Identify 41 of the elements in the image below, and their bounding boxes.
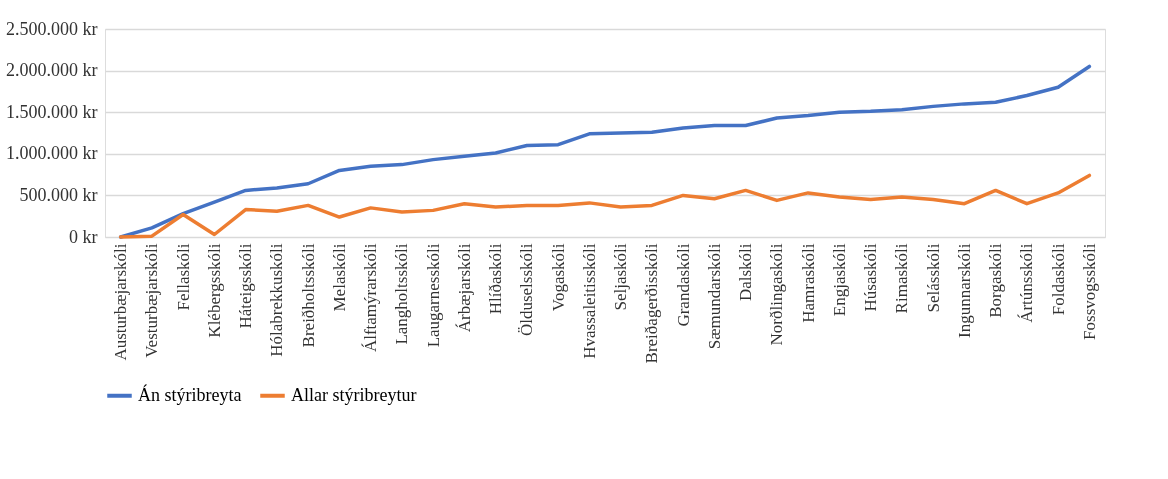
x-tick-label: Breiðagerðisskóli — [642, 243, 662, 364]
x-tick-label: Sæmundarskóli — [704, 243, 724, 350]
x-tick-label: Breiðholtsskóli — [298, 243, 318, 348]
x-tick-label: Rimaskóli — [892, 243, 912, 314]
x-tick-label: Húsaskóli — [861, 243, 881, 312]
y-tick-label: 1.500.000 kr — [6, 101, 98, 122]
legend-label: Allar stýribreytur — [291, 384, 417, 405]
x-tick-label: Klébergsskóli — [204, 243, 224, 338]
x-tick-label: Háteigsskóli — [236, 243, 256, 329]
x-tick-label: Norðlingaskóli — [767, 243, 787, 346]
x-tick-label: Dalskóli — [736, 243, 756, 302]
x-tick-label: Vogaskóli — [548, 243, 568, 312]
x-tick-label: Seljaskóli — [611, 243, 631, 311]
x-tick-label: Laugarnesskóli — [423, 243, 443, 348]
x-tick-label: Fossvogsskóli — [1079, 243, 1099, 340]
x-tick-label: Engjaskóli — [829, 243, 849, 317]
x-tick-label: Vesturbæjarskóli — [142, 243, 162, 358]
x-tick-label: Hamraskóli — [798, 243, 818, 323]
y-tick-label: 0 kr — [69, 226, 98, 247]
x-tick-label: Selásskóli — [923, 243, 943, 313]
legend-label: Án stýribreyta — [138, 383, 242, 405]
x-tick-label: Hvassaleitisskóli — [579, 243, 599, 359]
y-tick-label: 2.500.000 kr — [6, 18, 98, 39]
x-tick-label: Álftamýrarskóli — [361, 243, 381, 353]
x-tick-label: Árbæjarskóli — [454, 243, 474, 333]
x-tick-label: Grandaskóli — [673, 243, 693, 327]
x-tick-label: Langholtsskóli — [392, 243, 412, 345]
x-tick-label: Ingunnarskóli — [954, 243, 974, 338]
x-tick-label: Austurbæjarskóli — [111, 243, 131, 361]
y-tick-label: 1.000.000 kr — [6, 143, 98, 164]
line-series — [118, 173, 1092, 239]
x-tick-label: Ártúnsskóli — [1017, 243, 1037, 323]
x-tick-label: Hólabrekkuskóli — [267, 243, 287, 357]
x-tick-label: Ölduselsskóli — [517, 243, 537, 337]
x-tick-label: Borgaskóli — [986, 243, 1006, 318]
x-tick-label: Hlíðaskóli — [486, 243, 506, 315]
x-tick-label: Melaskóli — [329, 243, 349, 312]
x-tick-label: Foldaskóli — [1048, 243, 1068, 316]
x-tick-label: Fellaskóli — [173, 243, 193, 311]
y-tick-label: 2.000.000 kr — [6, 60, 98, 81]
y-tick-label: 500.000 kr — [19, 184, 98, 205]
